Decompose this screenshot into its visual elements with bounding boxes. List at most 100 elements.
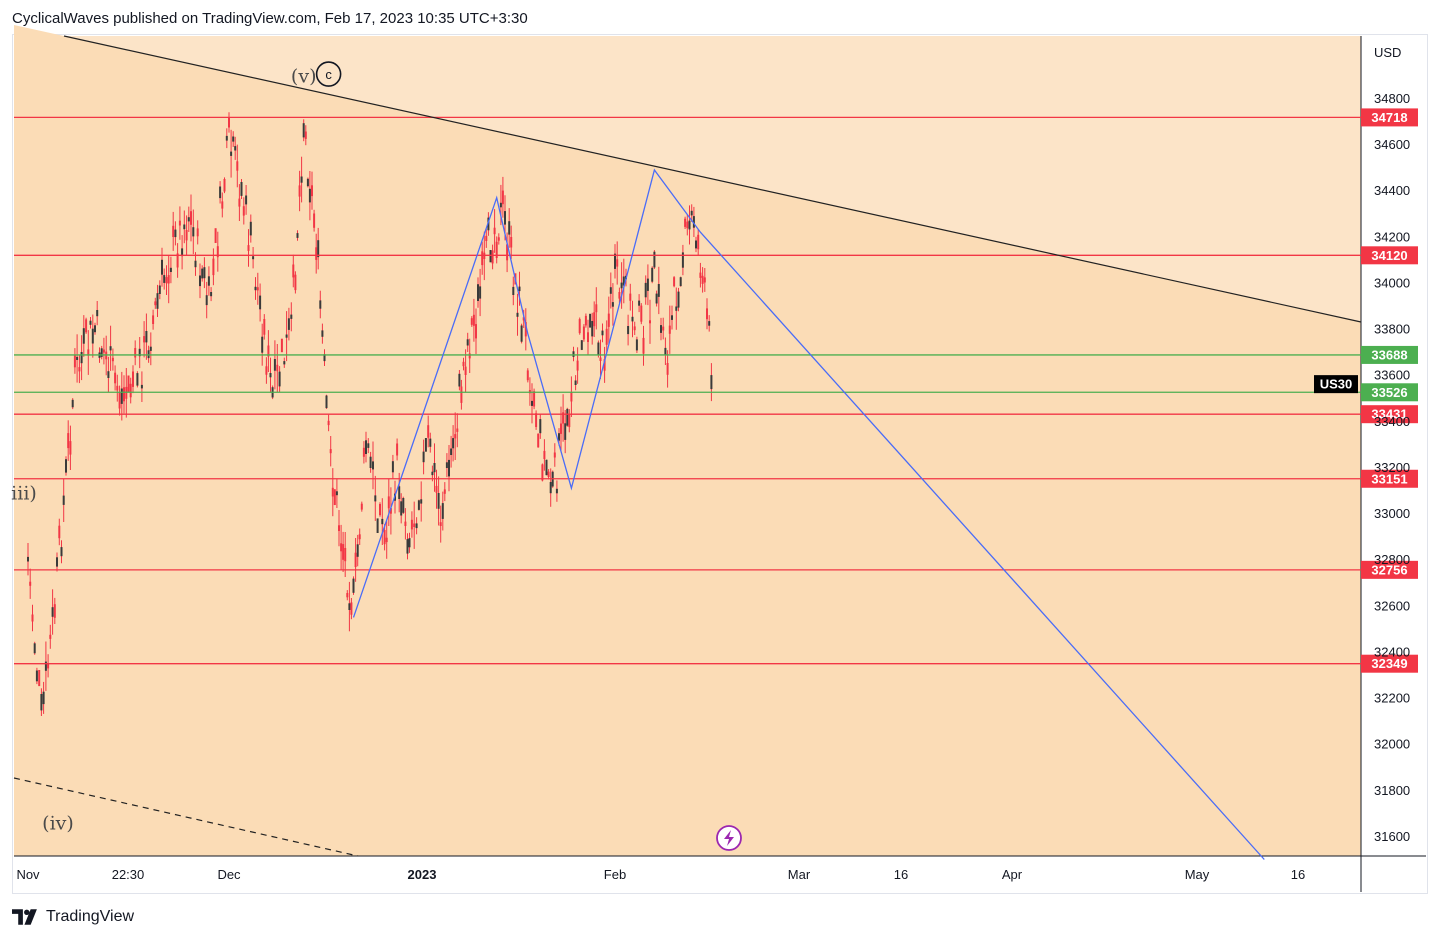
candle-body [618,292,621,299]
candle-body [47,663,50,669]
candle-body [49,634,52,639]
publisher-header: CyclicalWaves published on TradingView.c… [12,10,528,27]
candle-body [609,287,612,294]
candle-body [710,375,713,390]
candle-body [512,286,515,295]
candle-body [499,202,502,208]
candle-body [472,314,475,326]
candles [27,112,713,716]
currency-label: USD [1374,45,1401,60]
candle-body [183,224,186,230]
candle-body [558,433,560,441]
candle-body [655,293,658,304]
candle-body [317,240,320,258]
symbol-tag-label: US30 [1320,377,1353,392]
candle-body [657,284,660,297]
candle-body [259,295,262,310]
candle-body [35,670,38,682]
upper-trendline[interactable] [63,35,1362,323]
price-level-tag [1361,246,1418,265]
wave-label: (v) [291,65,317,87]
price-level-value: 33431 [1371,407,1407,422]
price-chart[interactable]: 34718 34120 33688 33526 33431 33151 32756 32349… [0,0,1440,900]
candle-body [462,361,465,367]
candle-body [136,373,139,386]
candle-body [273,359,276,371]
candle-body [452,438,455,449]
y-tick-label: 33800 [1374,322,1410,337]
candle-body [555,488,558,494]
candle-body [516,312,519,317]
candle-body [539,419,542,434]
candle-body [247,245,250,251]
candle-body [132,371,134,387]
candle-body [319,300,322,309]
candle-body [439,522,442,526]
pattern-projection-line[interactable] [352,168,1265,860]
candle-body [194,260,197,268]
candle-body [91,328,94,344]
candle-body [435,485,438,493]
candle-body [649,320,651,324]
candle-body [448,459,450,477]
candle-body [456,428,459,432]
candle-body [603,359,606,371]
wedge-fill [14,24,1361,857]
candle-body [660,325,662,333]
y-tick-label: 31600 [1374,829,1410,844]
candle-body [427,425,430,438]
candle-body [280,338,283,353]
candle-body [531,400,533,406]
y-tick-label: 31800 [1374,783,1410,798]
candle-body [65,459,67,473]
candle-body [27,556,29,562]
y-tick-label: 34600 [1374,137,1410,152]
candle-body [420,499,423,504]
candle-body [607,313,610,327]
candle-body [671,315,673,320]
candle-body [51,607,54,617]
candle-body [342,544,345,560]
candle-body [533,391,536,407]
candle-body [422,451,425,463]
wave-labels: (v) c iii) (iv) [11,61,742,851]
candle-body [633,326,636,331]
candle-body [679,277,682,287]
candle-body [686,221,689,229]
candle-body [287,318,290,330]
candle-body [252,256,255,260]
candle-body [71,399,74,408]
candle-body [553,452,556,458]
candle-body [415,523,418,529]
candle-body [673,277,676,287]
candle-body [207,276,210,286]
candle-body [228,117,230,128]
candle-body [595,304,598,313]
candle-body [489,250,492,263]
x-tick-label: Mar [788,867,811,882]
lower-trendline[interactable] [13,777,359,857]
wave-label: (iv) [42,813,74,835]
candle-body [374,495,377,502]
symbol-tag [1314,375,1358,394]
candle-body [123,387,125,402]
candle-body [187,217,190,222]
price-levels: 34718 34120 33688 33526 33431 33151 32756 32349 [14,108,1418,673]
price-level-tag [1361,405,1418,424]
candle-body [666,363,669,375]
candle-body [346,593,349,598]
candle-body [566,408,569,426]
candle-body [470,318,473,325]
candle-body [400,501,403,516]
candle-body [381,518,384,525]
candle-body [356,544,359,557]
candle-body [111,357,114,362]
footer-brand[interactable]: TradingView [12,904,134,930]
candle-body [481,251,484,266]
candle-body [276,364,279,372]
candle-body [605,328,608,345]
candle-body [313,213,316,228]
candle-body [668,325,671,334]
candle-body [417,500,420,510]
candle-body [174,229,177,238]
